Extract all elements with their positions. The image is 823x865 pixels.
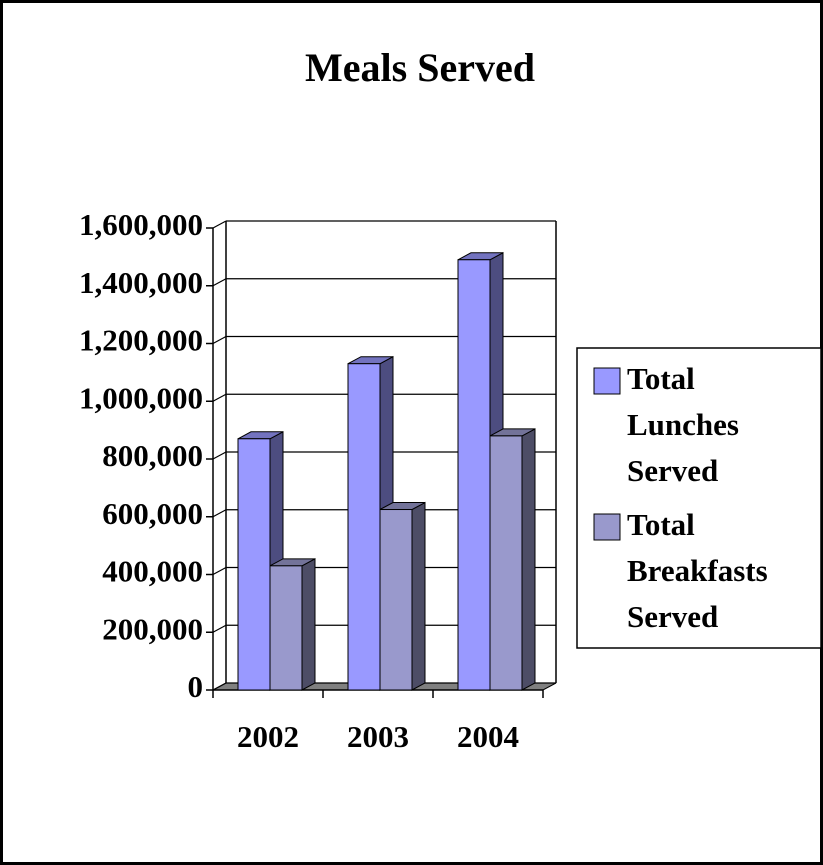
x-tick-label: 2004: [457, 719, 519, 754]
bar-side: [521, 428, 536, 691]
x-tick-label: 2003: [347, 719, 409, 754]
y-tick-label: 600,000: [102, 496, 203, 531]
bar-front: [347, 363, 381, 691]
legend-label-line: Lunches: [627, 407, 747, 442]
y-tick-label: 1,000,000: [79, 380, 203, 415]
grid-line: [212, 566, 227, 576]
y-tick-label: 800,000: [102, 438, 203, 473]
bar-side: [301, 558, 316, 691]
y-tick-label: 1,200,000: [79, 323, 203, 358]
grid-line: [212, 451, 227, 460]
legend-label: Total Lunches Served: [627, 361, 747, 488]
chart-title: Meals Served: [305, 45, 535, 90]
legend-swatch: [593, 513, 621, 541]
bar-front: [379, 509, 413, 691]
y-tick-label: 400,000: [102, 554, 203, 589]
grid-line: [212, 682, 227, 691]
grid-line: [212, 278, 227, 287]
y-tick-label: 1,400,000: [79, 265, 203, 300]
legend-swatch: [593, 367, 621, 395]
grid-line: [212, 393, 227, 402]
legend: [576, 347, 822, 649]
bar-front: [457, 259, 491, 691]
legend-label: Total Breakfasts Served: [627, 507, 775, 634]
legend-label-line: Served: [627, 599, 718, 634]
bar-front: [237, 438, 271, 691]
bar: [269, 558, 316, 691]
legend-label-line: Served: [627, 453, 718, 488]
bar: [489, 428, 536, 691]
bar-front: [489, 435, 523, 691]
grid-line: [212, 220, 227, 229]
y-tick-label: 0: [188, 669, 204, 704]
legend-label-line: Total: [627, 507, 703, 542]
legend-label-line: Breakfasts: [627, 553, 775, 588]
legend-label-line: Total: [627, 361, 703, 396]
y-tick-label: 200,000: [102, 611, 203, 646]
x-tick-label: 2002: [237, 719, 299, 754]
y-tick-label: 1,600,000: [79, 207, 203, 242]
grid-line: [212, 624, 227, 633]
bar-side: [411, 501, 426, 691]
grid-line: [212, 509, 227, 518]
bar: [379, 501, 426, 691]
bar-front: [269, 565, 303, 691]
grid-line: [212, 335, 227, 345]
